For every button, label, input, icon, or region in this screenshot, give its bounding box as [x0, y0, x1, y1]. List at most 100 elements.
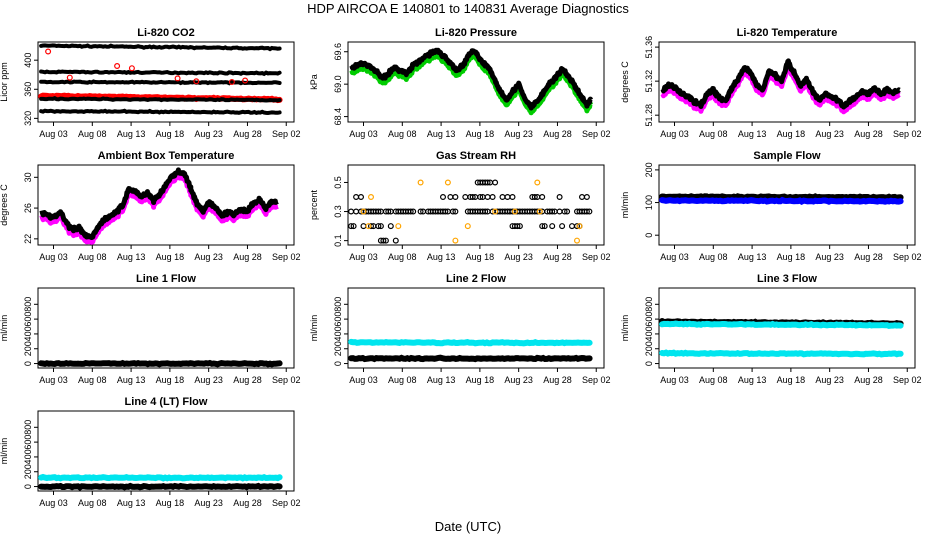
y-tick-label: 0: [644, 233, 654, 238]
y-tick-label: 400: [23, 326, 33, 341]
x-tick-label: Aug 23: [504, 375, 533, 385]
data-point: [462, 194, 469, 201]
outlier-point: [114, 62, 121, 69]
data-point: [561, 208, 568, 215]
data-point: [377, 223, 384, 230]
y-tick-label: 0.1: [333, 234, 343, 247]
x-tick-label: Aug 23: [815, 129, 844, 139]
data-point: [531, 194, 538, 201]
data-point: [492, 208, 499, 215]
series-line: [349, 47, 594, 111]
data-point: [541, 223, 548, 230]
x-tick-label: Aug 18: [466, 252, 495, 262]
x-tick-label: Aug 23: [504, 252, 533, 262]
data-point: [452, 208, 459, 215]
x-tick-label: Aug 08: [78, 129, 107, 139]
data-marks: [348, 179, 593, 244]
y-axis-label: ml/min: [0, 315, 9, 342]
series-upper-reference: [39, 43, 282, 52]
data-point: [489, 194, 496, 201]
plot-frame: [658, 164, 916, 246]
x-tick-label: Aug 08: [699, 375, 728, 385]
y-tick-label: 800: [644, 297, 654, 312]
data-point: [360, 223, 367, 230]
x-tick-label: Aug 08: [699, 129, 728, 139]
data-point: [447, 194, 454, 201]
series-lower-reference: [39, 108, 282, 116]
y-tick-label: 0: [23, 361, 33, 366]
x-tick-label: Aug 13: [427, 375, 456, 385]
data-point: [509, 194, 516, 201]
y-axis-label: ml/min: [620, 192, 630, 219]
x-tick-label: Aug 28: [543, 129, 572, 139]
y-tick-label: 200: [644, 341, 654, 356]
data-point: [564, 208, 571, 215]
x-tick-label: Aug 13: [427, 129, 456, 139]
x-tick-label: Sep 02: [272, 252, 301, 262]
panel-title: Sample Flow: [753, 150, 821, 162]
x-tick-label: Aug 08: [78, 498, 107, 508]
data-marks: [659, 193, 904, 206]
series-outliers: [45, 48, 249, 85]
series-flow: [38, 359, 283, 368]
data-point: [360, 208, 367, 215]
data-point: [407, 208, 414, 215]
y-axis-label: ml/min: [309, 315, 319, 342]
series-box-temperature: [39, 167, 280, 245]
data-point: [583, 208, 590, 215]
data-point: [539, 194, 546, 201]
data-point: [556, 194, 563, 201]
x-tick-label: Aug 08: [78, 375, 107, 385]
data-point: [559, 223, 566, 230]
y-axis-label: percent: [309, 189, 319, 220]
y-tick-label: 200: [23, 341, 33, 356]
data-point: [576, 223, 583, 230]
data-point: [464, 223, 471, 230]
plot-frame: [37, 287, 295, 369]
y-tick-label: 0: [644, 361, 654, 366]
data-point: [449, 208, 456, 215]
data-point: [417, 208, 424, 215]
x-tick-label: Aug 13: [738, 252, 767, 262]
data-point: [539, 223, 546, 230]
x-tick-label: Aug 13: [738, 375, 767, 385]
series-band: [659, 196, 904, 206]
series-rh-extremes: [360, 179, 583, 244]
series-band: [38, 359, 283, 368]
x-tick-label: Sep 02: [893, 252, 922, 262]
series-shadow: [349, 52, 594, 116]
data-point: [444, 179, 451, 186]
x-tick-label: Aug 28: [233, 252, 262, 262]
x-tick-label: Aug 13: [117, 375, 146, 385]
data-point: [534, 179, 541, 186]
series-band: [348, 338, 593, 347]
plot-frame: [347, 41, 605, 123]
x-tick-label: Aug 03: [660, 129, 689, 139]
x-tick-label: Sep 02: [272, 498, 301, 508]
x-tick-label: Sep 02: [893, 129, 922, 139]
x-tick-label: Aug 28: [854, 375, 883, 385]
data-marks: [349, 47, 594, 116]
x-tick-label: Aug 23: [194, 252, 223, 262]
data-marks: [659, 318, 904, 358]
x-tick-label: Aug 08: [388, 252, 417, 262]
y-axis-label: Licor ppm: [0, 62, 9, 102]
y-tick-label: 51.28: [644, 104, 654, 127]
series-rh-levels: [348, 179, 593, 244]
x-tick-label: Aug 03: [349, 129, 378, 139]
series-pressure: [349, 47, 594, 116]
data-point: [477, 194, 484, 201]
series-band: [39, 43, 282, 52]
panel-title: Ambient Box Temperature: [98, 150, 235, 162]
series-band: [39, 79, 282, 86]
x-tick-label: Aug 18: [777, 252, 806, 262]
x-tick-label: Aug 03: [349, 375, 378, 385]
series-line: [660, 58, 902, 110]
data-point: [469, 194, 476, 201]
plot-frame: [37, 410, 295, 492]
data-point: [368, 223, 375, 230]
y-axis-label: ml/min: [620, 315, 630, 342]
y-tick-label: 400: [333, 326, 343, 341]
x-tick-label: Aug 18: [156, 375, 185, 385]
